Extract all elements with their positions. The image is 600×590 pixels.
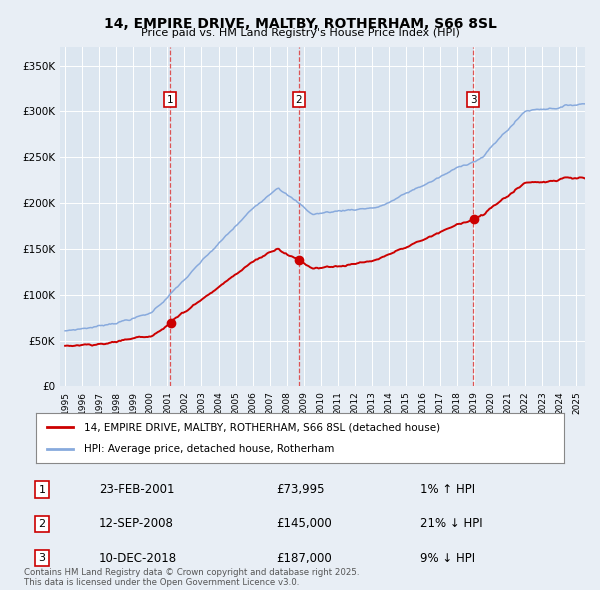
Text: 1: 1: [38, 485, 46, 494]
Text: 21% ↓ HPI: 21% ↓ HPI: [420, 517, 482, 530]
Text: 3: 3: [38, 553, 46, 563]
Text: £187,000: £187,000: [276, 552, 332, 565]
Text: 14, EMPIRE DRIVE, MALTBY, ROTHERHAM, S66 8SL: 14, EMPIRE DRIVE, MALTBY, ROTHERHAM, S66…: [104, 17, 496, 31]
Text: £145,000: £145,000: [276, 517, 332, 530]
Text: 3: 3: [470, 95, 476, 105]
Text: 23-FEB-2001: 23-FEB-2001: [99, 483, 175, 496]
Text: 1% ↑ HPI: 1% ↑ HPI: [420, 483, 475, 496]
Text: Contains HM Land Registry data © Crown copyright and database right 2025.
This d: Contains HM Land Registry data © Crown c…: [24, 568, 359, 587]
Text: 1: 1: [166, 95, 173, 105]
Text: 2: 2: [295, 95, 302, 105]
Text: 10-DEC-2018: 10-DEC-2018: [99, 552, 177, 565]
Text: 9% ↓ HPI: 9% ↓ HPI: [420, 552, 475, 565]
Text: Price paid vs. HM Land Registry's House Price Index (HPI): Price paid vs. HM Land Registry's House …: [140, 28, 460, 38]
Text: HPI: Average price, detached house, Rotherham: HPI: Average price, detached house, Roth…: [83, 444, 334, 454]
Text: 12-SEP-2008: 12-SEP-2008: [99, 517, 174, 530]
Text: £73,995: £73,995: [276, 483, 325, 496]
Text: 14, EMPIRE DRIVE, MALTBY, ROTHERHAM, S66 8SL (detached house): 14, EMPIRE DRIVE, MALTBY, ROTHERHAM, S66…: [83, 422, 440, 432]
Text: 2: 2: [38, 519, 46, 529]
